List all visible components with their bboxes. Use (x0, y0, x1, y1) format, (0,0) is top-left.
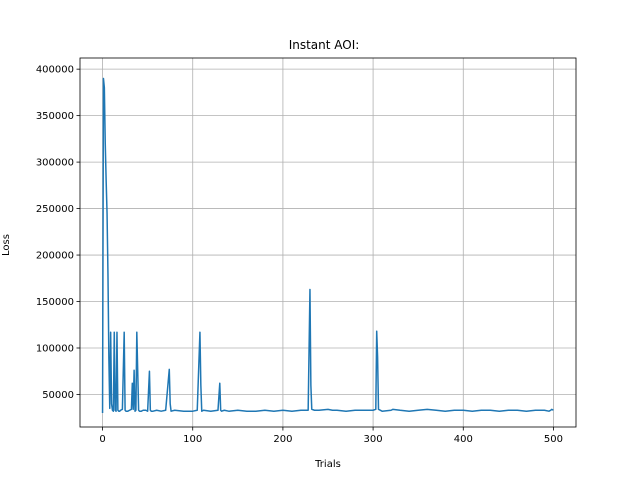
plot-frame (79, 57, 577, 428)
x-tick-label: 500 (544, 434, 563, 445)
y-axis-label: Loss (1, 234, 12, 256)
y-tick-label: 50000 (42, 390, 74, 401)
x-tick-label: 300 (364, 434, 383, 445)
y-tick-label: 150000 (36, 297, 74, 308)
x-tick-label: 400 (454, 434, 473, 445)
x-tick-label: 100 (183, 434, 202, 445)
x-tick-label: 200 (273, 434, 292, 445)
y-axis-ticks: 50000 100000 150000 200000 250000 300000 35000… (36, 65, 80, 401)
chart-title: Instant AOI: (289, 38, 360, 52)
y-tick-label: 200000 (36, 251, 74, 262)
y-tick-label: 250000 (36, 204, 74, 215)
y-tick-label: 400000 (36, 65, 74, 76)
y-tick-label: 300000 (36, 158, 74, 169)
y-tick-label: 350000 (36, 111, 74, 122)
x-tick-label: 0 (99, 434, 105, 445)
series-line (101, 77, 554, 414)
grid-lines (80, 58, 576, 427)
y-tick-label: 100000 (36, 343, 74, 354)
x-axis-label: Trials (314, 459, 341, 470)
x-axis-ticks: 0 100 200 300 400 500 (99, 427, 563, 445)
